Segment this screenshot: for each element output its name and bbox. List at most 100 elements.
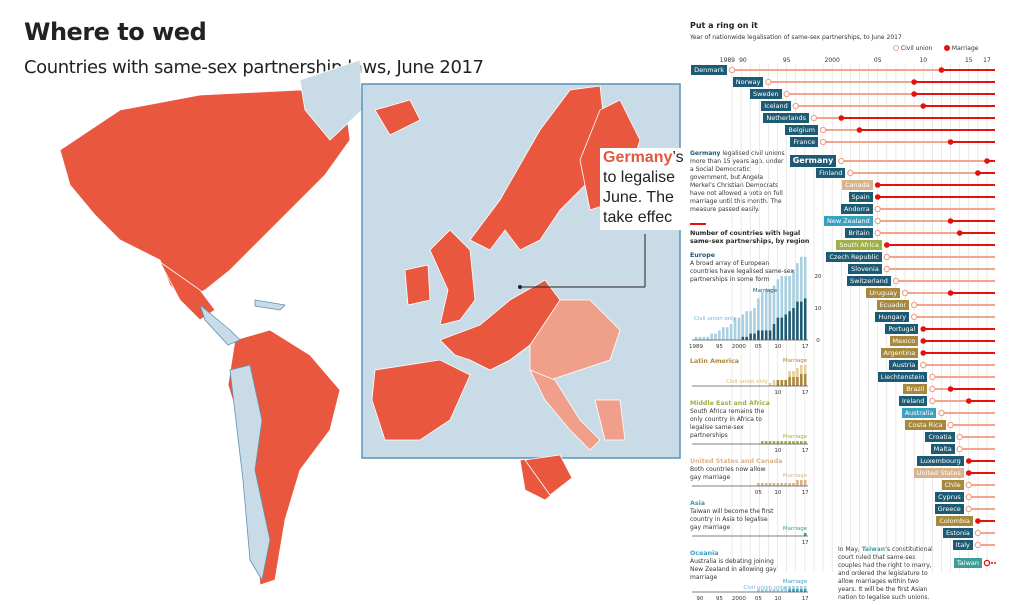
civil-union-bar (694, 336, 698, 340)
country-label: Croatia (925, 432, 955, 442)
marriage-bar (792, 483, 795, 486)
marriage-marker (838, 115, 845, 121)
callout-line: June. The (603, 189, 674, 206)
civil-union-bar (776, 279, 780, 318)
country-label: Chile (941, 480, 964, 490)
page-title: Where to wed (24, 18, 207, 46)
civil-union-bar (796, 368, 799, 377)
civil-union-marker (883, 253, 891, 261)
civil-union-marker (974, 541, 982, 549)
marriage-marker (965, 398, 972, 404)
marriage-bar (796, 441, 799, 444)
region-heading: Middle East and Africa (690, 400, 770, 407)
x-tick-label: 17 (802, 344, 809, 350)
x-tick-label: 10 (774, 344, 781, 350)
y-tick-label: 0 (816, 338, 820, 344)
marriage-marker (874, 182, 881, 188)
civil-union-marker (947, 421, 954, 429)
country-label: Italy (952, 540, 973, 550)
civil-union-bar (803, 586, 807, 589)
civil-union-bar (803, 256, 807, 299)
marriage-marker (975, 170, 981, 176)
marriage-bar (803, 589, 807, 592)
x-tick-label: 15 (965, 57, 973, 64)
marriage-bar (788, 483, 791, 486)
civil-union-bar (768, 288, 772, 331)
civil-union-marker (883, 265, 891, 273)
inset-iberia (371, 359, 471, 441)
country-label: Liechtenstein (877, 372, 928, 382)
inset-iceland (374, 99, 421, 136)
country-label: Brazil (903, 384, 928, 394)
civil-union-bar (745, 311, 748, 337)
civil-union-bar (780, 276, 784, 318)
civil-union-legend-icon (893, 45, 899, 51)
marriage-bar (803, 298, 807, 340)
marriage-bar (772, 483, 776, 486)
marriage-bar (792, 441, 795, 444)
civil-union-marker (874, 229, 881, 237)
civil-union-bar (706, 336, 709, 340)
x-tick-label: 05 (874, 57, 882, 64)
pending-dot (990, 562, 993, 564)
civil-union-bar (737, 317, 741, 340)
civil-union-marker (783, 90, 790, 98)
marriage-label: Marriage (783, 358, 808, 364)
civil-union-marker (974, 529, 982, 537)
timeline-title: Put a ring on it (690, 21, 758, 30)
civil-union-bar (796, 586, 799, 589)
marriage-legend-icon (944, 45, 950, 51)
civil-union-bar (803, 365, 807, 374)
civil-union-marker (838, 157, 845, 165)
civil-union-bar (788, 276, 791, 312)
civil-union-marker (929, 385, 936, 393)
country-label: Spain (848, 192, 873, 202)
civil-union-bar (714, 333, 717, 340)
civil-union-bar (776, 589, 780, 592)
civil-union-bar (753, 308, 756, 334)
country-label: Ecuador (876, 300, 910, 310)
civil-union-bar (772, 380, 776, 386)
civil-union-marker (910, 313, 918, 321)
marriage-bar (792, 377, 795, 386)
marriage-marker (947, 290, 954, 296)
marriage-marker (920, 103, 927, 109)
marriage-label: Marriage (783, 473, 808, 479)
marriage-bar (753, 333, 756, 340)
marriage-marker (874, 194, 881, 200)
marriage-bar (788, 377, 791, 386)
map-north-america (59, 89, 351, 301)
marriage-marker (920, 326, 927, 332)
marriage-bar (776, 441, 780, 444)
civil-union-marker (956, 445, 963, 453)
country-label: Taiwan (953, 558, 982, 568)
x-tick-label: 90 (696, 596, 703, 602)
region-description: Taiwan will become the first country in … (690, 508, 774, 531)
marriage-bar (761, 483, 764, 486)
country-label: Hungary (875, 312, 910, 322)
civil-union-marker (919, 361, 927, 369)
civil-union-marker (847, 169, 854, 177)
civil-union-only-label: Civil union only (694, 316, 737, 322)
x-tick-label: 05 (755, 490, 762, 496)
country-label: Canada (841, 180, 873, 190)
civil-union-bar (757, 298, 760, 331)
country-label: France (790, 137, 819, 147)
marriage-bar (796, 589, 799, 592)
civil-union-bar (800, 365, 803, 374)
marriage-bar (796, 480, 799, 486)
x-tick-label: 90 (739, 57, 747, 64)
inset-britain (429, 229, 476, 326)
civil-union-bar (741, 314, 745, 337)
country-label: Andorra (840, 204, 873, 214)
marriage-bar (800, 301, 803, 340)
civil-union-bar (800, 586, 803, 589)
x-tick-label: 17 (802, 540, 809, 546)
country-label: Cyprus (935, 492, 964, 502)
civil-union-marker (929, 397, 936, 405)
country-label: Mexico (889, 336, 919, 346)
marriage-bar (772, 441, 776, 444)
callout-line: take effec (603, 209, 673, 226)
x-tick-label: 10 (774, 596, 781, 602)
world-map (59, 59, 681, 586)
